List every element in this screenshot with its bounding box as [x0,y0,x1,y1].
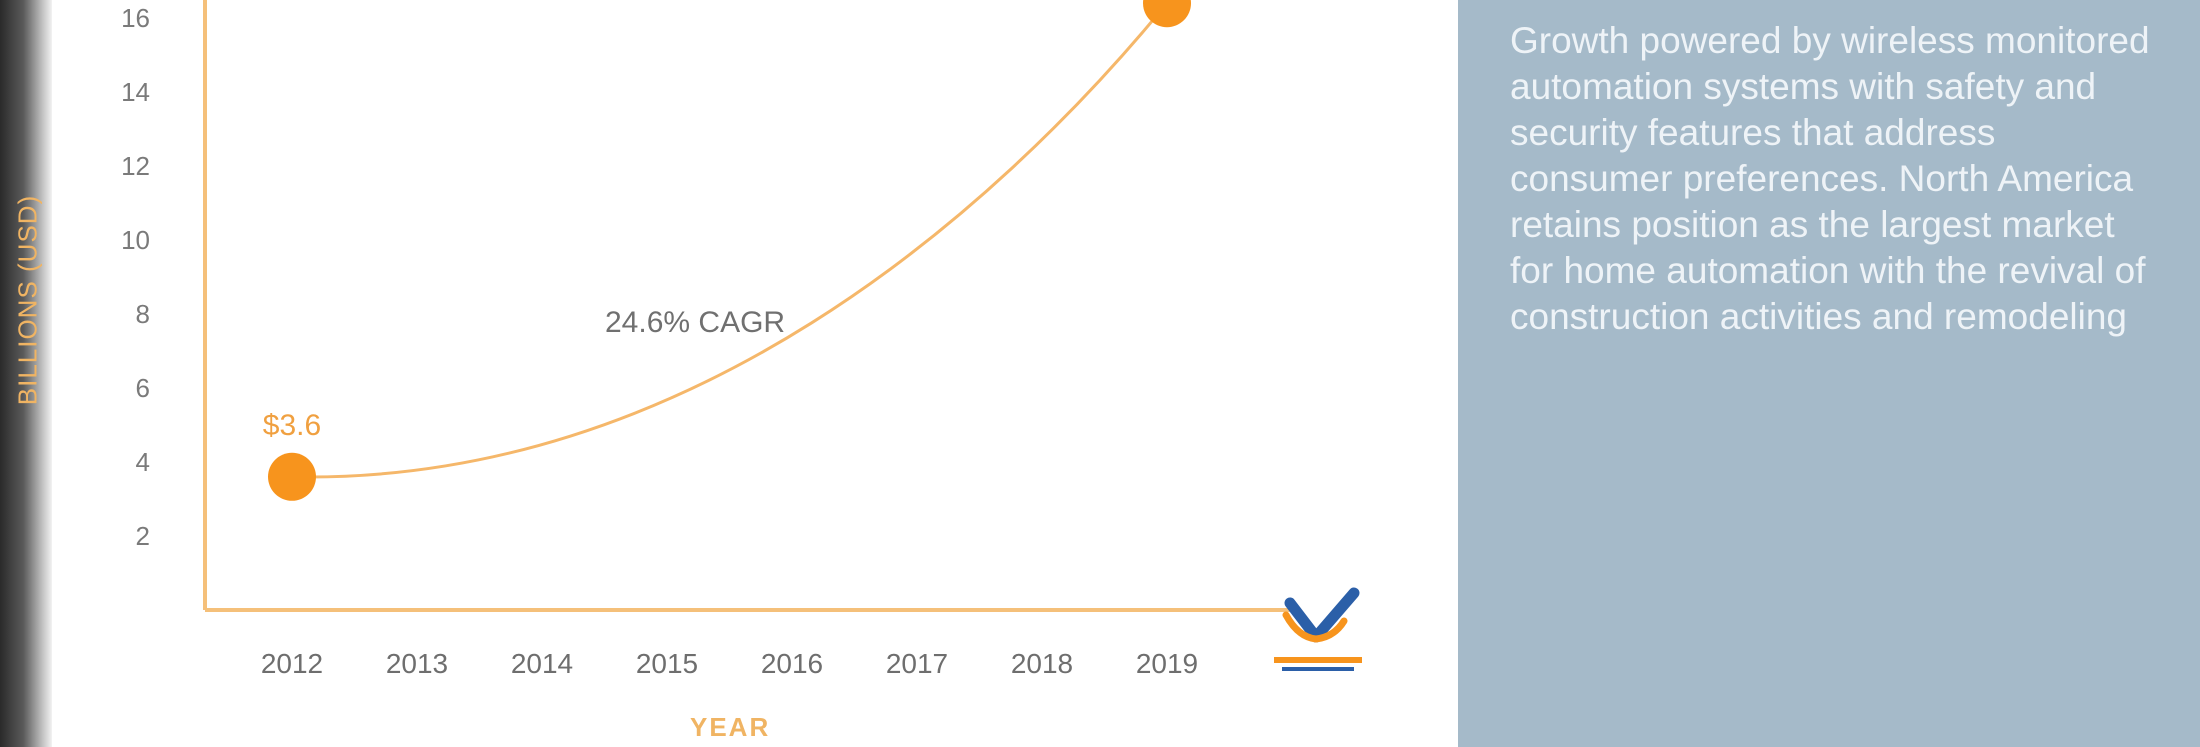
info-panel-text: Growth powered by wireless monitored aut… [1510,20,2150,337]
y-tick-label: 12 [121,151,150,181]
y-axis-title: BILLIONS (USD) [12,194,43,406]
y-tick-label: 2 [136,521,150,551]
x-tick-label: 2014 [511,648,573,679]
series-line [291,2,1169,479]
x-tick-label: 2016 [761,648,823,679]
y-tick-label: 6 [136,373,150,403]
info-panel: Growth powered by wireless monitored aut… [1458,0,2200,747]
data-point [1143,0,1191,28]
data-points: $3.6$16.4 [263,0,1191,501]
x-tick-label: 2017 [886,648,948,679]
x-tick-label: 2013 [386,648,448,679]
market-growth-chart: 24681012141618 2012201320142015201620172… [121,0,1300,679]
y-tick-label: 16 [121,3,150,33]
y-tick-label: 10 [121,225,150,255]
x-tick-label: 2012 [261,648,323,679]
cagr-annotation: 24.6% CAGR [605,306,785,339]
x-tick-label: 2018 [1011,648,1073,679]
y-axis-ticks: 24681012141618 [121,3,150,551]
data-point-label: $3.6 [263,409,321,442]
x-tick-label: 2015 [636,648,698,679]
y-tick-label: 8 [136,299,150,329]
y-tick-label: 14 [121,77,150,107]
y-tick-label: 4 [136,447,150,477]
x-axis-title: YEAR [690,712,771,742]
data-point [268,452,316,501]
x-axis-ticks: 2012 2013 2014 2015 2016 2017 2018 2019 [261,648,1198,679]
x-tick-label: 2019 [1136,648,1198,679]
page-edge-shadow [0,0,52,747]
company-logo [1274,587,1362,671]
